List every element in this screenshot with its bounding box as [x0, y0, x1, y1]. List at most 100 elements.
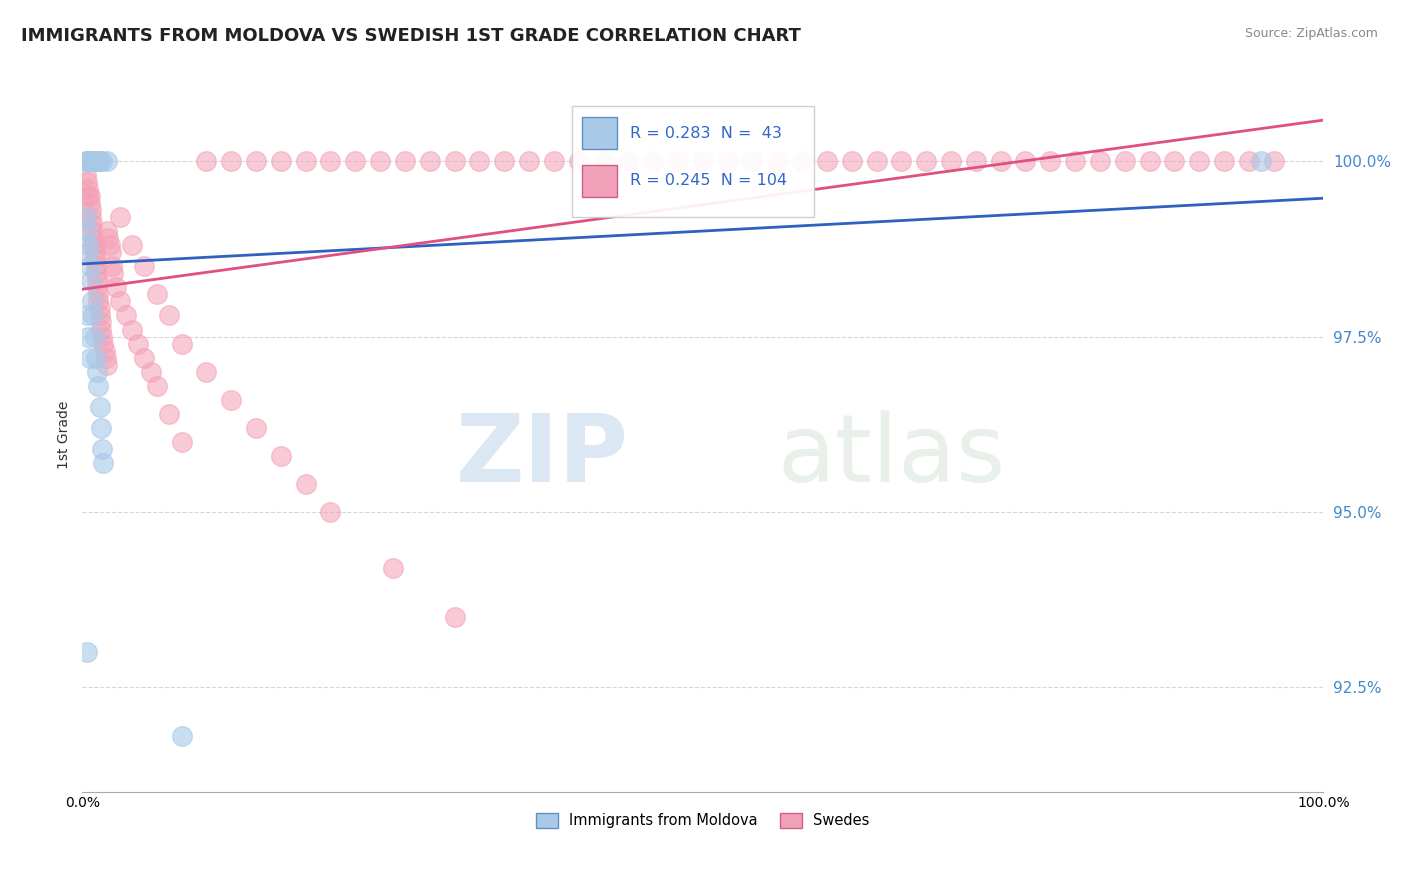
Point	[91, 329, 114, 343]
Point	[443, 609, 465, 624]
Point	[1188, 154, 1211, 169]
Point	[98, 238, 121, 252]
Point	[381, 560, 404, 574]
Point	[83, 238, 105, 252]
Point	[77, 182, 100, 196]
Point	[344, 154, 367, 169]
FancyBboxPatch shape	[572, 106, 814, 217]
Point	[97, 231, 120, 245]
Point	[245, 420, 267, 434]
Point	[294, 154, 316, 169]
Legend: Immigrants from Moldova, Swedes: Immigrants from Moldova, Swedes	[530, 807, 876, 834]
Point	[90, 316, 112, 330]
Point	[83, 329, 105, 343]
Point	[127, 336, 149, 351]
Point	[890, 154, 912, 169]
Point	[294, 476, 316, 491]
Text: R = 0.283  N =  43: R = 0.283 N = 43	[630, 126, 782, 141]
Point	[592, 154, 614, 169]
Point	[443, 154, 465, 169]
Point	[121, 238, 143, 252]
Point	[543, 154, 565, 169]
Point	[1088, 154, 1111, 169]
Point	[195, 364, 218, 378]
Point	[270, 449, 292, 463]
Point	[766, 154, 789, 169]
Point	[96, 225, 118, 239]
Point	[86, 364, 108, 378]
Point	[83, 154, 105, 169]
Point	[841, 154, 863, 169]
Text: IMMIGRANTS FROM MOLDOVA VS SWEDISH 1ST GRADE CORRELATION CHART: IMMIGRANTS FROM MOLDOVA VS SWEDISH 1ST G…	[21, 27, 801, 45]
Point	[76, 176, 98, 190]
Point	[93, 456, 115, 470]
Point	[79, 154, 101, 169]
Point	[94, 351, 117, 365]
Point	[170, 336, 193, 351]
Point	[1263, 154, 1285, 169]
Point	[101, 260, 124, 274]
Point	[270, 154, 292, 169]
Point	[716, 154, 738, 169]
Point	[83, 245, 105, 260]
Point	[145, 287, 167, 301]
Point	[89, 301, 111, 316]
Point	[368, 154, 391, 169]
Point	[79, 260, 101, 274]
Point	[815, 154, 838, 169]
Point	[93, 343, 115, 358]
Point	[79, 196, 101, 211]
Point	[319, 154, 342, 169]
Point	[965, 154, 987, 169]
Point	[77, 329, 100, 343]
Point	[80, 203, 103, 218]
Point	[1014, 154, 1036, 169]
Point	[915, 154, 938, 169]
Point	[139, 364, 162, 378]
Point	[86, 154, 108, 169]
Point	[741, 154, 763, 169]
Point	[77, 189, 100, 203]
Point	[86, 273, 108, 287]
Point	[87, 154, 110, 169]
Point	[83, 252, 105, 267]
Point	[82, 154, 104, 169]
Point	[103, 267, 125, 281]
Point	[84, 260, 107, 274]
Point	[87, 287, 110, 301]
Point	[82, 309, 104, 323]
Point	[245, 154, 267, 169]
Point	[76, 644, 98, 658]
Point	[87, 378, 110, 392]
Point	[93, 336, 115, 351]
Point	[219, 154, 242, 169]
Point	[1039, 154, 1062, 169]
Point	[82, 154, 104, 169]
Point	[157, 407, 180, 421]
Point	[79, 189, 101, 203]
Point	[1139, 154, 1161, 169]
Point	[76, 225, 98, 239]
Point	[108, 211, 131, 225]
Point	[617, 154, 640, 169]
FancyBboxPatch shape	[582, 165, 617, 197]
Point	[91, 154, 114, 169]
Point	[96, 358, 118, 372]
Point	[990, 154, 1012, 169]
Point	[100, 245, 122, 260]
Point	[82, 238, 104, 252]
Point	[80, 154, 103, 169]
Point	[89, 309, 111, 323]
Point	[83, 154, 105, 169]
Point	[84, 154, 107, 169]
Point	[82, 294, 104, 309]
Point	[89, 154, 111, 169]
Point	[692, 154, 714, 169]
Point	[77, 154, 100, 169]
Point	[76, 309, 98, 323]
Point	[134, 260, 156, 274]
Point	[790, 154, 813, 169]
Point	[666, 154, 689, 169]
Point	[80, 211, 103, 225]
Point	[494, 154, 516, 169]
